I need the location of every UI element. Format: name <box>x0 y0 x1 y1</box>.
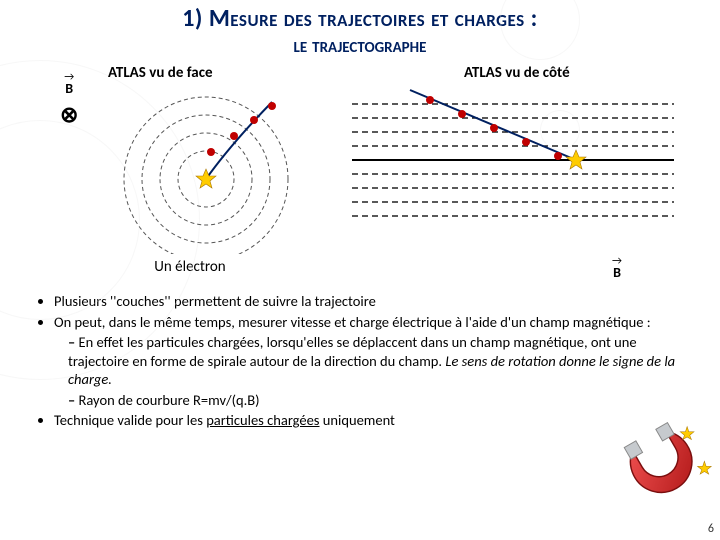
face-diagram-svg <box>36 64 336 254</box>
diagram-row: ATLAS vu de face → B ⊗ ATLAS vu de côté <box>0 64 720 254</box>
subbullet-2: Rayon de courbure R=mv/(q.B) <box>68 391 692 410</box>
bullet-2: On peut, dans le même temps, mesurer vit… <box>54 313 692 410</box>
caption-electron: Un électron <box>40 258 340 282</box>
panel-face: ATLAS vu de face → B ⊗ <box>36 64 336 254</box>
magnet-icon <box>618 422 714 518</box>
bullet-3: Technique valide pour les particules cha… <box>54 411 692 430</box>
bullet-1: Plusieurs ''couches'' permettent de suiv… <box>54 292 692 311</box>
title-main: 1) Mesure des trajectoires et charges : <box>0 4 720 33</box>
cote-diagram-svg <box>344 76 684 266</box>
subbullet-1: En effet les particules chargées, lorsqu… <box>68 333 692 389</box>
panel-cote: ATLAS vu de côté <box>344 64 684 254</box>
title-block: 1) Mesure des trajectoires et charges : … <box>0 0 720 58</box>
title-sub: le trajectographe <box>0 31 720 58</box>
bullet-list: Plusieurs ''couches'' permettent de suiv… <box>36 292 692 430</box>
page-number: 6 <box>708 522 714 536</box>
